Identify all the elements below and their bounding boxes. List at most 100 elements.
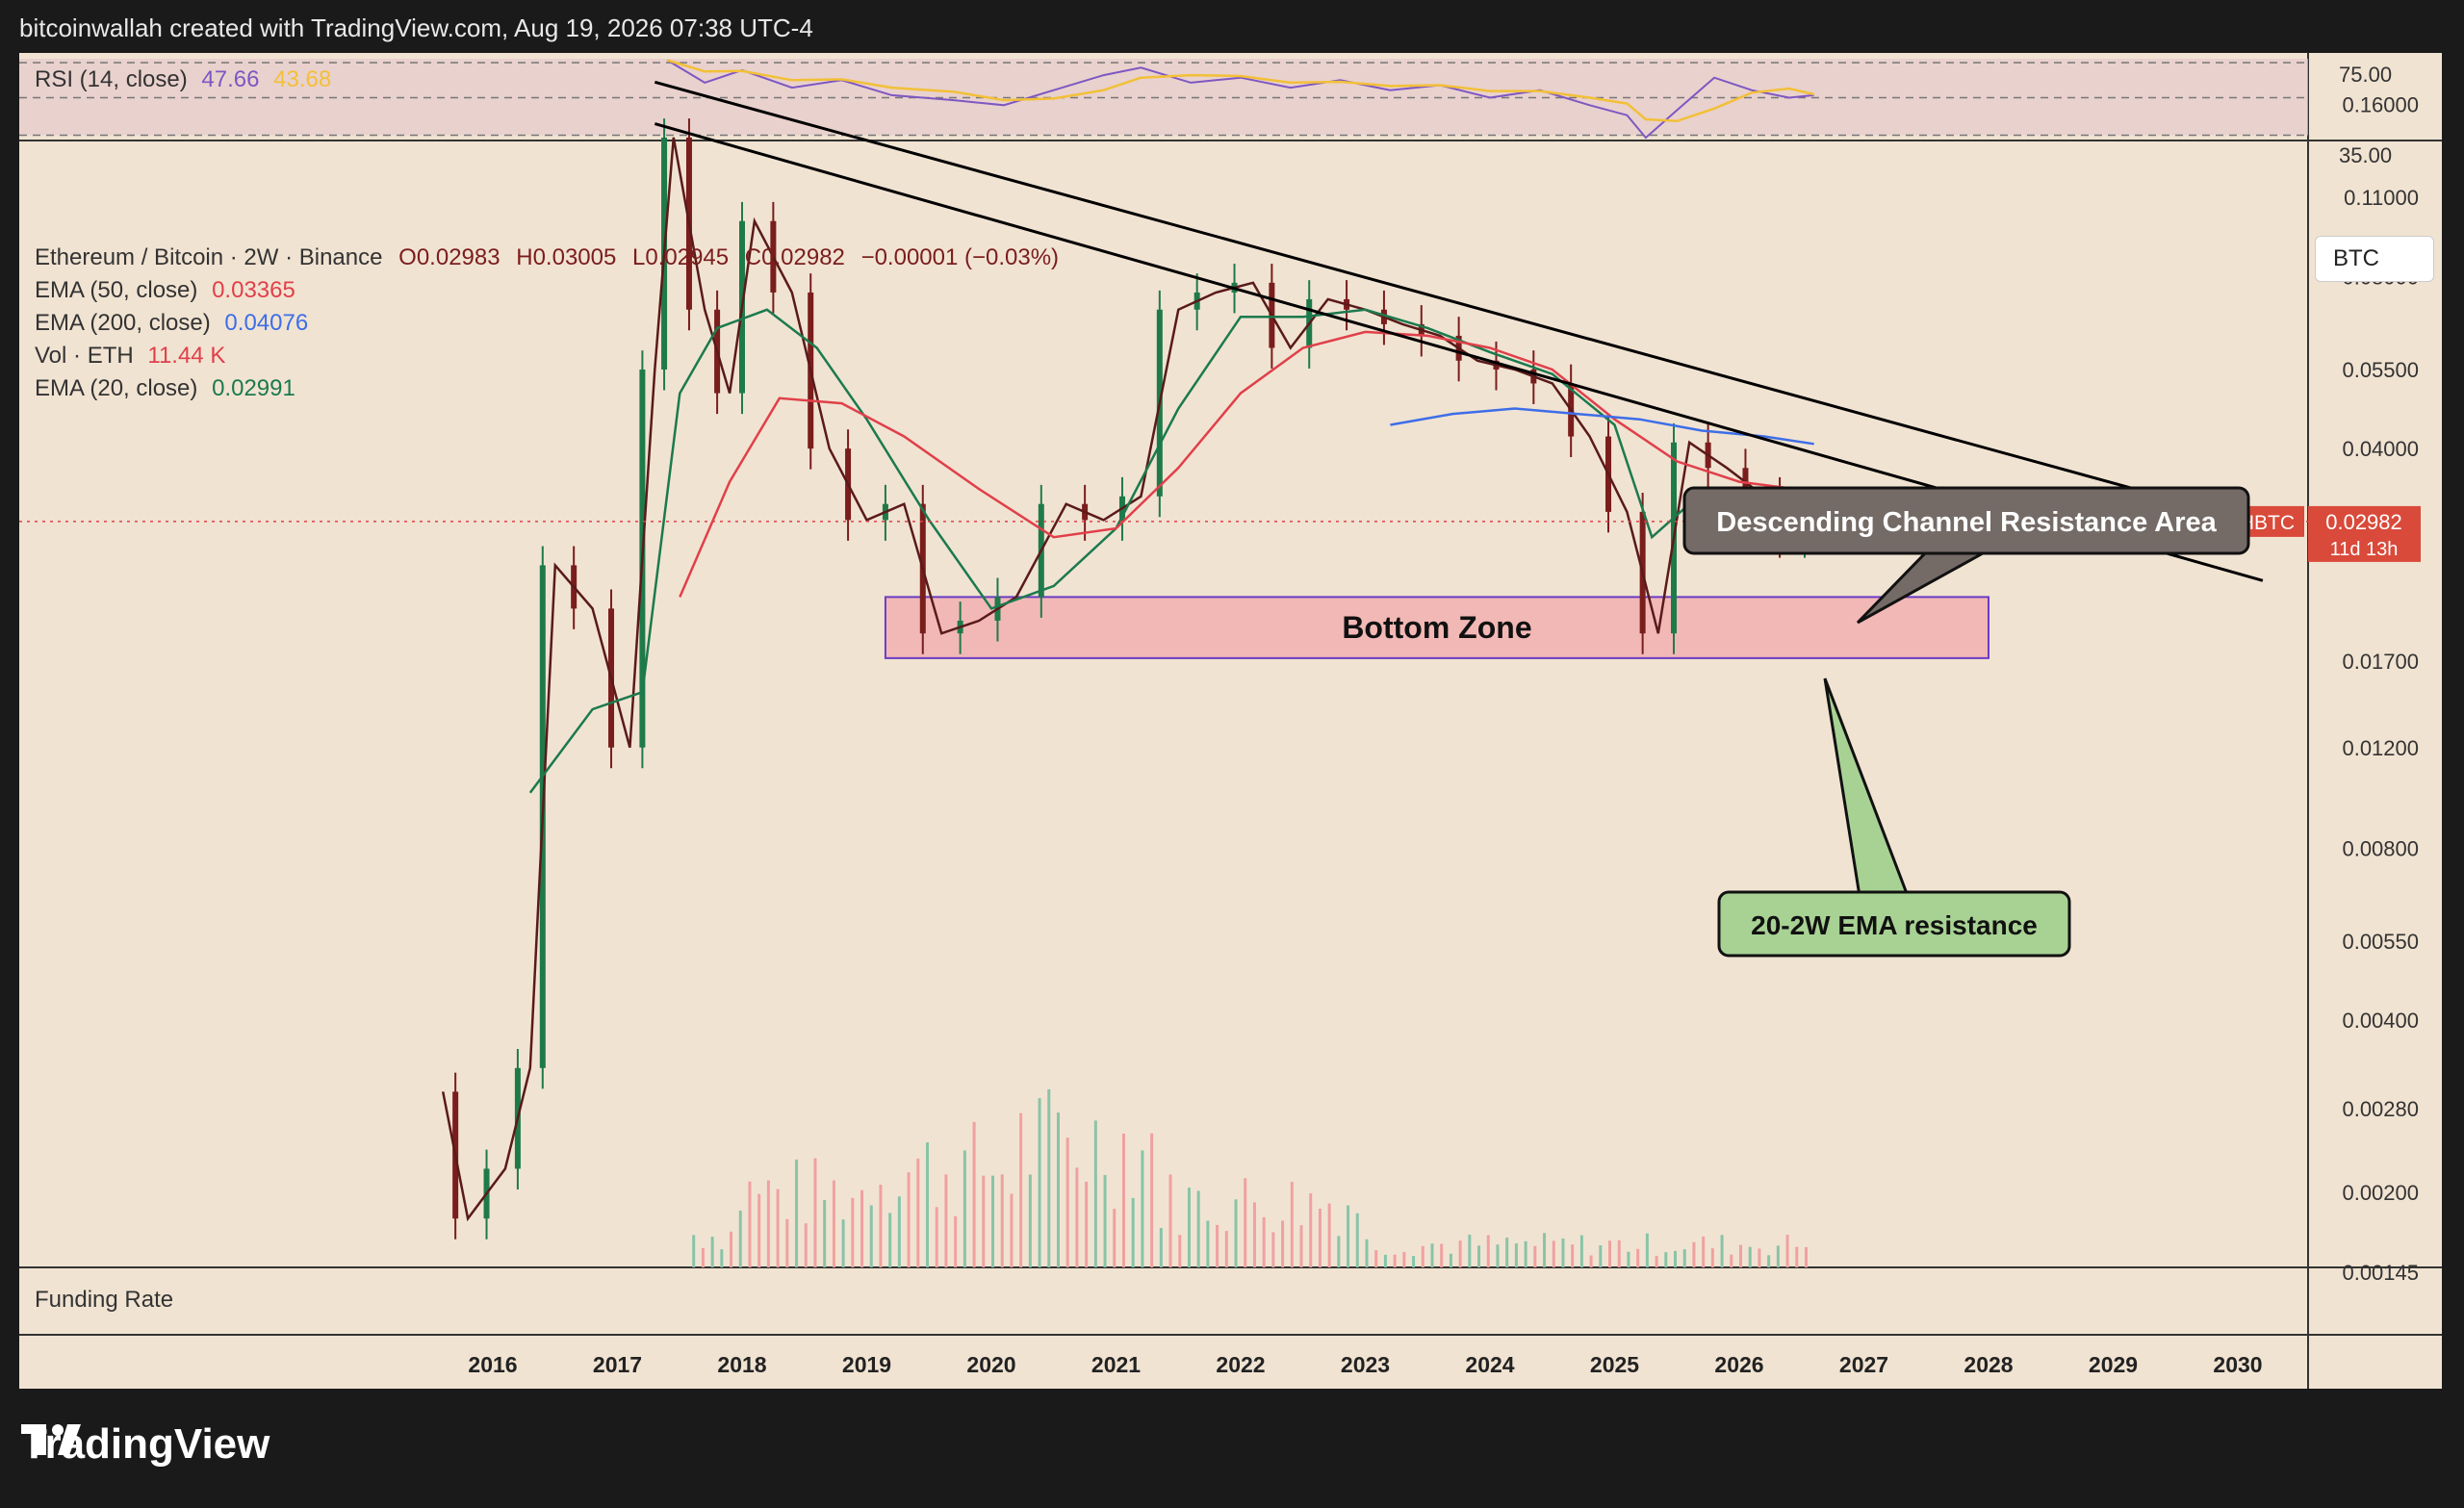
vol-value: 11.44 K xyxy=(147,343,226,369)
volume-bar xyxy=(1038,1098,1041,1267)
tradingview-logo-icon xyxy=(21,1424,81,1455)
volume-bar xyxy=(897,1196,901,1267)
volume-bar xyxy=(823,1200,827,1267)
time-tick-label: 2021 xyxy=(1091,1352,1141,1377)
volume-bar xyxy=(1383,1254,1387,1267)
volume-bar xyxy=(860,1189,864,1267)
volume-bar xyxy=(1159,1227,1163,1267)
volume-bar xyxy=(832,1180,835,1267)
volume-bar xyxy=(692,1235,696,1267)
volume-bar xyxy=(1505,1237,1509,1267)
volume-bar xyxy=(1028,1174,1032,1267)
chart-area[interactable]: 75.0035.000.160000.110000.080000.055000.… xyxy=(19,53,2442,1389)
volume-bar xyxy=(1739,1244,1742,1267)
rsi-ma-value: 43.68 xyxy=(273,66,332,92)
vol-label: Vol · ETH xyxy=(35,343,134,369)
price-tick-label: 0.00800 xyxy=(2342,836,2419,860)
volume-bar xyxy=(1374,1250,1378,1267)
rsi-legend: RSI (14, close) 47.66 43.68 xyxy=(35,66,331,93)
price-tick-label: 0.11000 xyxy=(2344,186,2419,210)
volume-bar xyxy=(1776,1245,1780,1267)
rsi-tick-label: 75.00 xyxy=(2339,63,2392,87)
time-tick-label: 2025 xyxy=(1590,1352,1639,1377)
volume-bar xyxy=(1393,1254,1397,1267)
volume-bar xyxy=(1168,1174,1172,1267)
time-tick-label: 2022 xyxy=(1216,1352,1265,1377)
volume-bar xyxy=(1617,1240,1621,1267)
bottom-zone-label: Bottom Zone xyxy=(1342,610,1531,645)
volume-bar xyxy=(1458,1240,1462,1267)
time-tick-label: 2027 xyxy=(1839,1352,1888,1377)
ema-callout-pointer xyxy=(1823,677,1911,898)
channel-upper-line xyxy=(654,80,2264,526)
volume-bar xyxy=(1065,1137,1069,1267)
volume-bar xyxy=(1477,1245,1481,1267)
channel-callout-box xyxy=(1682,486,2250,555)
volume-bar xyxy=(1121,1133,1125,1267)
volume-bar xyxy=(1710,1248,1714,1267)
volume-bar xyxy=(1103,1174,1107,1267)
volume-bar xyxy=(916,1158,920,1267)
volume-bar xyxy=(1645,1233,1649,1267)
volume-bar xyxy=(1244,1178,1247,1267)
volume-bar xyxy=(944,1174,948,1267)
volume-bar xyxy=(1627,1251,1630,1267)
header-credit: bitcoinwallah created with TradingView.c… xyxy=(19,13,813,42)
price-tick-label: 0.00550 xyxy=(2342,930,2419,954)
volume-bar xyxy=(1309,1193,1313,1267)
volume-bar xyxy=(1440,1243,1444,1267)
ema20-label: EMA (20, close) xyxy=(35,375,198,401)
tradingview-brand[interactable]: TradingView xyxy=(21,1420,270,1469)
volume-bar xyxy=(1692,1241,1696,1267)
volume-bar xyxy=(1252,1202,1256,1267)
volume-bar xyxy=(1430,1243,1434,1267)
volume-bar xyxy=(1748,1246,1752,1267)
volume-bar xyxy=(1636,1248,1640,1267)
volume-bar xyxy=(1141,1150,1144,1267)
volume-bar xyxy=(1234,1199,1238,1267)
time-tick-label: 2018 xyxy=(717,1352,766,1377)
volume-bar xyxy=(1178,1235,1182,1267)
price-tick-label: 0.00400 xyxy=(2342,1009,2419,1033)
time-tick-label: 2017 xyxy=(593,1352,642,1377)
volume-bar xyxy=(1365,1239,1369,1267)
time-tick-label: 2019 xyxy=(842,1352,891,1377)
volume-bar xyxy=(1355,1213,1359,1267)
price-tick-label: 0.01200 xyxy=(2342,736,2419,760)
volume-bar xyxy=(926,1142,930,1267)
volume-bar xyxy=(1514,1243,1518,1267)
volume-bar xyxy=(1552,1240,1555,1267)
volume-bar xyxy=(804,1223,808,1267)
volume-bar xyxy=(954,1215,958,1267)
volume-bar xyxy=(1047,1088,1051,1267)
ema20-value: 0.02991 xyxy=(212,375,295,401)
volume-bar xyxy=(1758,1248,1761,1267)
volume-bar xyxy=(1589,1255,1593,1267)
volume-bar xyxy=(1131,1197,1135,1267)
volume-bar xyxy=(1075,1167,1079,1267)
volume-bar xyxy=(1337,1236,1341,1267)
volume-bar xyxy=(738,1210,742,1267)
symbol-row: Ethereum / Bitcoin · 2W · Binance O0.029… xyxy=(35,242,1059,274)
volume-bar xyxy=(1486,1235,1490,1267)
chart-svg[interactable]: 75.0035.000.160000.110000.080000.055000.… xyxy=(19,53,2442,1389)
price-tick-label: 0.01700 xyxy=(2342,650,2419,674)
volume-bar xyxy=(1271,1232,1275,1267)
volume-bar xyxy=(1093,1120,1097,1267)
volume-bar xyxy=(1187,1188,1191,1267)
volume-bar xyxy=(1785,1235,1789,1267)
volume-bar xyxy=(1655,1255,1658,1267)
volume-bar xyxy=(730,1231,733,1267)
currency-button[interactable]: BTC xyxy=(2315,236,2434,282)
volume-bar xyxy=(888,1213,892,1267)
price-tick-label: 0.05500 xyxy=(2342,358,2419,382)
ohlc-close: C0.02982 xyxy=(744,244,845,270)
volume-bar xyxy=(1056,1112,1060,1267)
ohlc-high: H0.03005 xyxy=(516,244,617,270)
volume-bar xyxy=(757,1193,761,1267)
volume-bar xyxy=(1402,1252,1406,1267)
volume-bar xyxy=(869,1205,873,1267)
price-tag-box xyxy=(2308,505,2421,562)
volume-bar xyxy=(879,1185,883,1267)
time-tick-label: 2030 xyxy=(2213,1352,2262,1377)
